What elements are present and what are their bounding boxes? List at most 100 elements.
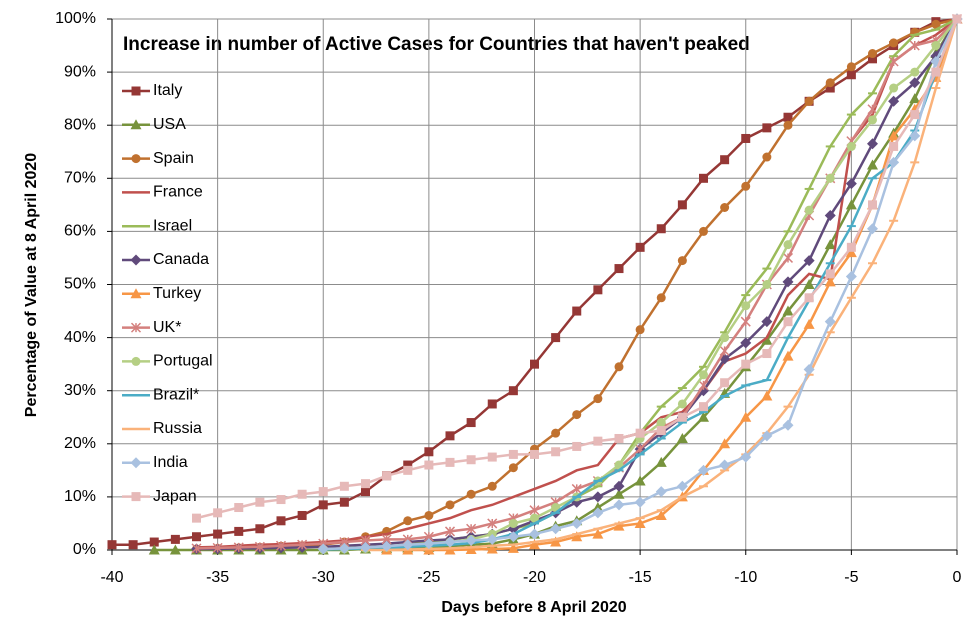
- marker: [931, 67, 941, 77]
- marker: [128, 540, 138, 550]
- legend-label: Brazil*: [153, 386, 199, 403]
- marker: [192, 513, 201, 523]
- marker: [424, 510, 434, 520]
- marker: [846, 70, 856, 80]
- marker: [170, 534, 180, 544]
- marker: [740, 337, 752, 349]
- marker: [782, 305, 794, 316]
- y-tick-label: 70%: [64, 170, 96, 187]
- marker: [656, 293, 666, 303]
- x-tick-label: -25: [417, 569, 440, 586]
- marker: [699, 402, 708, 412]
- legend-label: Italy: [153, 82, 182, 99]
- marker: [762, 349, 772, 359]
- marker: [634, 475, 646, 486]
- marker: [845, 178, 857, 190]
- marker: [572, 410, 582, 420]
- marker: [698, 464, 709, 476]
- marker: [846, 62, 856, 72]
- legend-label: Canada: [153, 251, 209, 268]
- marker: [698, 411, 709, 422]
- chart-title: Increase in number of Active Cases for C…: [123, 34, 750, 55]
- marker: [508, 518, 518, 528]
- marker: [614, 264, 624, 274]
- marker: [634, 517, 646, 528]
- marker: [720, 203, 730, 213]
- marker: [530, 449, 539, 459]
- x-tick-label: 0: [953, 569, 962, 586]
- legend-marker: [130, 288, 142, 299]
- marker: [761, 316, 773, 328]
- marker: [783, 120, 793, 130]
- marker: [445, 431, 455, 441]
- marker: [403, 516, 413, 526]
- marker: [677, 399, 687, 409]
- marker: [213, 508, 223, 518]
- marker: [677, 256, 687, 266]
- marker: [762, 280, 772, 289]
- marker: [824, 209, 836, 221]
- marker: [529, 528, 540, 540]
- marker: [234, 526, 244, 536]
- marker: [824, 276, 836, 287]
- marker: [233, 542, 244, 553]
- marker: [910, 110, 920, 120]
- marker: [909, 77, 921, 89]
- marker: [740, 411, 752, 422]
- marker: [888, 130, 900, 141]
- marker: [592, 502, 604, 513]
- marker: [508, 463, 518, 473]
- marker: [317, 543, 329, 555]
- marker: [676, 480, 688, 492]
- marker: [148, 544, 160, 555]
- marker: [825, 83, 835, 93]
- marker: [149, 537, 159, 547]
- marker: [465, 543, 477, 554]
- marker: [572, 441, 582, 451]
- marker: [593, 394, 603, 404]
- marker: [634, 496, 646, 508]
- marker: [804, 205, 814, 215]
- legend-marker: [131, 492, 141, 502]
- marker: [845, 271, 857, 283]
- marker: [361, 479, 370, 489]
- marker: [297, 510, 307, 520]
- marker: [593, 436, 603, 446]
- legend-marker: [130, 322, 142, 333]
- marker: [762, 123, 772, 133]
- x-tick-label: -20: [523, 569, 546, 586]
- marker: [868, 115, 877, 125]
- marker: [571, 517, 583, 529]
- y-tick-label: 80%: [64, 116, 96, 133]
- y-tick-label: 40%: [64, 329, 96, 346]
- y-tick-label: 0%: [73, 541, 96, 558]
- marker: [613, 520, 625, 531]
- marker: [930, 55, 942, 67]
- y-tick-label: 60%: [64, 223, 96, 240]
- marker: [213, 529, 223, 539]
- marker: [720, 378, 730, 388]
- marker: [338, 542, 350, 554]
- marker: [255, 497, 265, 507]
- legend-label: India: [153, 454, 188, 471]
- marker: [551, 333, 561, 343]
- legend-label: Turkey: [153, 285, 201, 302]
- marker: [720, 155, 730, 165]
- x-tick-label: -10: [734, 569, 757, 586]
- marker: [909, 40, 920, 51]
- marker: [804, 96, 814, 106]
- marker: [783, 317, 793, 327]
- marker: [868, 49, 877, 59]
- y-tick-label: 10%: [64, 488, 96, 505]
- marker: [803, 318, 815, 329]
- marker: [867, 104, 878, 115]
- marker: [655, 486, 667, 498]
- legend-label: Russia: [153, 420, 202, 437]
- marker: [825, 78, 835, 88]
- legend-label: Israel: [153, 217, 192, 234]
- marker: [107, 540, 117, 550]
- marker: [508, 449, 518, 459]
- marker: [255, 524, 265, 534]
- marker: [740, 316, 751, 327]
- marker: [402, 539, 414, 551]
